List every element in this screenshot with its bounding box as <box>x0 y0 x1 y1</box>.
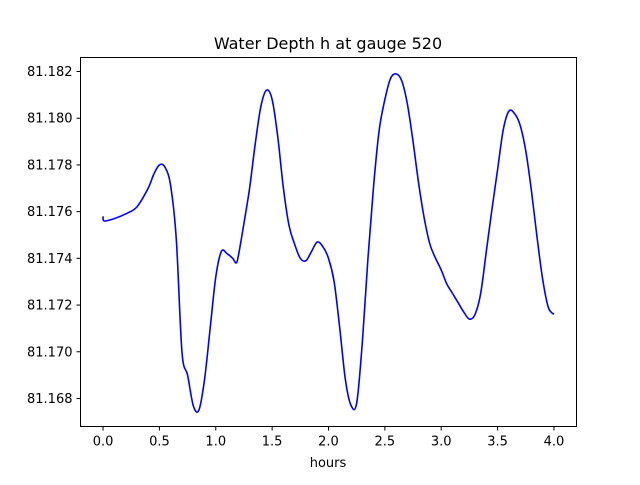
x-tick-label: 3.5 <box>487 435 508 450</box>
x-tick-label: 4.0 <box>544 435 565 450</box>
x-tick-label: 2.0 <box>318 435 339 450</box>
y-axis-ticks: 81.168 81.170 81.172 81.174 81.176 81.178 81.1… <box>27 65 81 407</box>
y-tick-label: 81.180 <box>27 112 73 127</box>
x-axis-ticks: 0.0 0.5 1.0 1.5 2.0 2.5 3.0 3.5 4.0 <box>93 426 565 450</box>
plot-area <box>102 72 555 413</box>
y-tick-label: 81.168 <box>27 392 73 407</box>
y-tick-label: 81.178 <box>27 158 73 173</box>
x-tick-label: 0.0 <box>93 435 114 450</box>
y-tick-label: 81.172 <box>27 299 73 314</box>
x-tick-label: 1.0 <box>205 435 226 450</box>
y-tick-label: 81.176 <box>27 205 73 220</box>
x-tick-label: 3.0 <box>431 435 452 450</box>
y-tick-label: 81.182 <box>27 65 73 80</box>
y-tick-label: 81.170 <box>27 345 73 360</box>
x-tick-label: 0.5 <box>149 435 170 450</box>
axes-frame <box>80 57 577 427</box>
x-tick-label: 2.5 <box>375 435 396 450</box>
x-axis-label: hours <box>310 456 347 471</box>
y-tick-label: 81.174 <box>27 252 73 267</box>
series-line-0 <box>102 72 555 413</box>
chart-title: Water Depth h at gauge 520 <box>214 34 442 53</box>
x-tick-label: 1.5 <box>262 435 283 450</box>
